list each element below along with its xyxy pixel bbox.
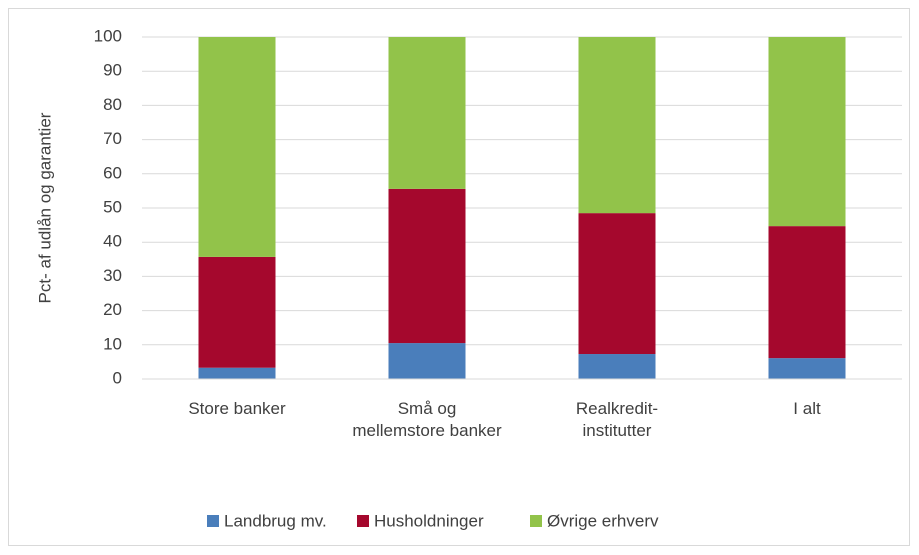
x-tick-label: Realkredit-institutter — [575, 399, 659, 440]
y-axis-label: Pct- af udlån og garantier — [35, 112, 54, 303]
y-tick-label: 30 — [103, 266, 122, 285]
x-tick-label: Små og mellemstore banker — [352, 399, 502, 440]
legend-swatch — [357, 515, 369, 527]
y-tick-label: 50 — [103, 197, 122, 216]
x-tick-label: I alt — [793, 399, 821, 418]
legend-label: Landbrug mv. — [224, 511, 327, 530]
legend-label: Husholdninger — [374, 511, 484, 530]
y-tick-label: 70 — [103, 129, 122, 148]
y-tick-label: 20 — [103, 300, 122, 319]
x-tick-label: Store banker — [188, 399, 286, 418]
bar-segment — [198, 37, 276, 257]
y-tick-label: 40 — [103, 232, 122, 251]
legend-label: Øvrige erhverv — [547, 511, 659, 530]
bar-segment — [578, 37, 656, 214]
legend-swatch — [530, 515, 542, 527]
bar-segment — [578, 213, 656, 355]
bar-segment — [388, 343, 466, 379]
y-tick-label: 60 — [103, 163, 122, 182]
bar-segment — [388, 188, 466, 344]
legend-swatch — [207, 515, 219, 527]
y-tick-label: 80 — [103, 95, 122, 114]
y-tick-label: 100 — [94, 26, 122, 45]
bar-segment — [388, 37, 466, 189]
bar-segment — [768, 37, 846, 227]
bar-segment — [198, 256, 276, 368]
bar-segment — [198, 367, 276, 379]
y-tick-label: 0 — [113, 368, 122, 387]
y-tick-label: 90 — [103, 61, 122, 80]
bar-segment — [768, 358, 846, 379]
bar-segment — [768, 226, 846, 359]
y-tick-label: 10 — [103, 334, 122, 353]
bar-segment — [578, 354, 656, 379]
